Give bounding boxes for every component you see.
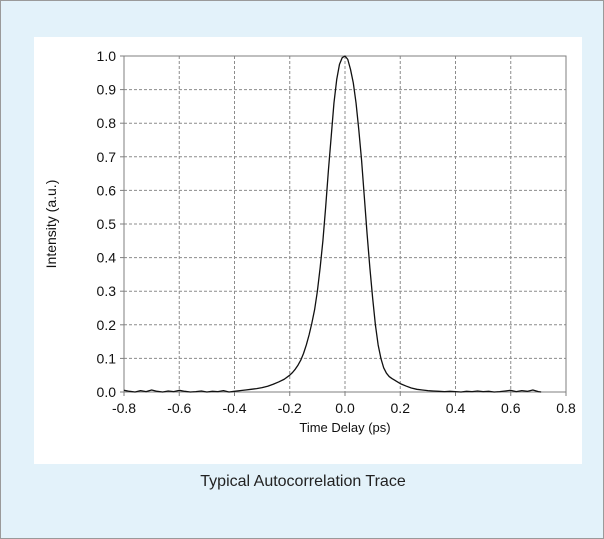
y-tick-label: 0.5 bbox=[97, 216, 117, 232]
y-tick-label: 0.8 bbox=[97, 115, 117, 131]
x-tick-label: -0.4 bbox=[222, 400, 246, 416]
grid-layer bbox=[124, 56, 566, 392]
y-tick-label: 0.1 bbox=[97, 350, 117, 366]
autocorrelation-trace bbox=[123, 55, 542, 393]
y-tick-label: 0.3 bbox=[97, 283, 117, 299]
x-tick-label: 0.6 bbox=[501, 400, 521, 416]
x-tick-label: 0.0 bbox=[335, 400, 355, 416]
y-tick-label: 0.6 bbox=[97, 182, 117, 198]
x-axis-label: Time Delay (ps) bbox=[299, 420, 390, 435]
tick-layer: -0.8 -0.6 -0.4 -0.2 0.0 0.2 0.4 0.6 0.8 0.0 0.1 0.2… bbox=[97, 48, 576, 416]
x-tick-label: 0.4 bbox=[446, 400, 466, 416]
plot-panel: -0.8 -0.6 -0.4 -0.2 0.0 0.2 0.4 0.6 0.8 0.0 0.1 0.2… bbox=[34, 37, 582, 464]
y-tick-label: 0.7 bbox=[97, 149, 117, 165]
y-tick-label: 0.4 bbox=[97, 250, 117, 266]
figure-caption: Typical Autocorrelation Trace bbox=[200, 473, 406, 490]
y-tick-label: 0.0 bbox=[97, 384, 117, 400]
autocorrelation-chart: -0.8 -0.6 -0.4 -0.2 0.0 0.2 0.4 0.6 0.8 0.0 0.1 0.2… bbox=[43, 48, 576, 435]
x-tick-label: 0.8 bbox=[556, 400, 576, 416]
y-tick-label: 0.2 bbox=[97, 317, 117, 333]
axis-label-layer: Time Delay (ps) Intensity (a.u.) bbox=[43, 180, 391, 435]
x-tick-label: -0.2 bbox=[278, 400, 302, 416]
x-tick-label: -0.6 bbox=[167, 400, 191, 416]
y-tick-label: 0.9 bbox=[97, 82, 117, 98]
x-tick-label: -0.8 bbox=[112, 400, 136, 416]
y-tick-label: 1.0 bbox=[97, 48, 117, 64]
x-tick-label: 0.2 bbox=[391, 400, 411, 416]
y-axis-label: Intensity (a.u.) bbox=[43, 180, 59, 269]
